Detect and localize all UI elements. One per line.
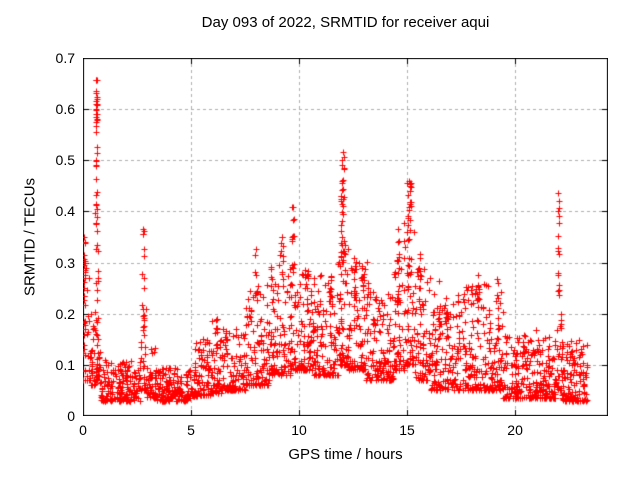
- x-tick-label: 15: [399, 422, 415, 438]
- y-tick-label: 0.7: [55, 50, 75, 66]
- x-tick-label: 20: [507, 422, 523, 438]
- chart-title: Day 093 of 2022, SRMTID for receiver aqu…: [201, 14, 490, 31]
- x-tick-label: 10: [291, 422, 307, 438]
- scatter-plot-area: [83, 58, 608, 416]
- y-axis-label: SRMTID / TECUs: [21, 177, 39, 297]
- y-tick-label: 0.5: [55, 152, 75, 169]
- y-tick-label: 0.2: [55, 305, 75, 322]
- x-axis-label: GPS time / hours: [288, 446, 403, 463]
- x-tick-label: 0: [79, 422, 87, 438]
- x-tick-label: 5: [187, 422, 195, 438]
- y-tick-label: 0.4: [55, 203, 75, 220]
- y-tick-label: 0.1: [55, 356, 75, 373]
- y-tick-label: 0: [67, 408, 75, 424]
- y-tick-label: 0.6: [55, 101, 75, 118]
- y-tick-label: 0.3: [55, 254, 75, 271]
